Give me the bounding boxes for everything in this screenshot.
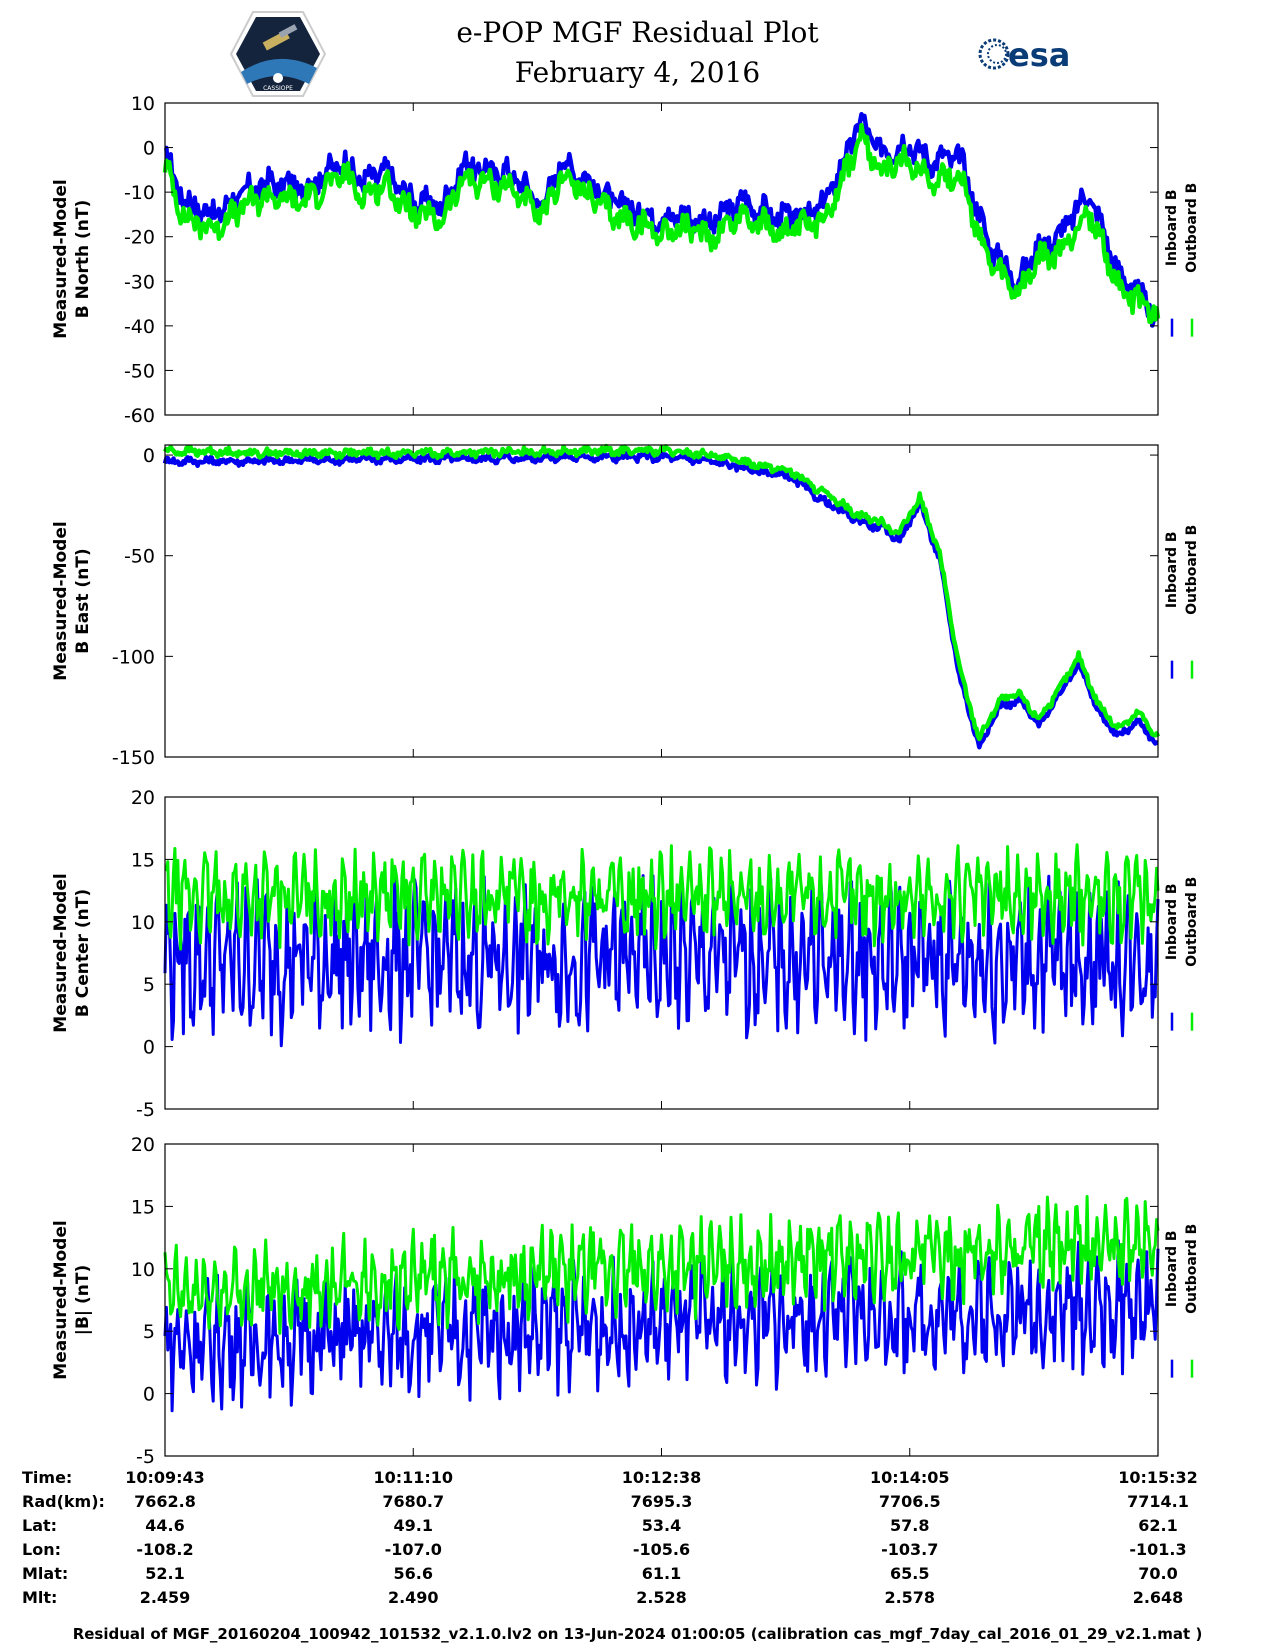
plot-title: e-POP MGF Residual Plot [456,16,819,49]
series-trace [163,1239,1160,1413]
y-tick-label: 15 [131,1196,155,1218]
plot-frame [164,444,1159,758]
series-trace [163,1195,1160,1335]
table-cell: 65.5 [890,1564,930,1583]
table-cell: 2.459 [139,1588,191,1607]
y-tick-label: -100 [112,646,155,668]
y-axis-title: Measured-Model [51,873,71,1032]
table-cell: -105.6 [632,1540,691,1559]
cassiope-mission-logo: CASSIOPE [229,11,327,97]
table-cell: 2.528 [636,1588,687,1607]
series-trace [162,450,1159,750]
y-tick-label: 20 [131,787,155,809]
y-tick-label: 20 [131,1134,155,1156]
table-cell: -103.7 [881,1540,939,1559]
footer-caption: Residual of MGF_20160204_100942_101532_v… [72,1625,1203,1643]
table-row-label: Lon: [22,1540,61,1559]
series-trace [162,123,1161,325]
y-tick-label: -5 [136,1446,155,1468]
table-cell: -108.2 [136,1540,194,1559]
y-tick-label: 15 [131,849,155,871]
y-tick-label: -50 [124,360,155,382]
table-cell: 7695.3 [630,1492,693,1511]
legend-inboard-label: Inboard B [1164,531,1180,608]
table-cell: 7706.5 [878,1492,941,1511]
esa-logo: esa [978,36,1070,72]
table-cell: -101.3 [1129,1540,1187,1559]
y-tick-label: -5 [136,1099,155,1121]
y-tick-label: -150 [112,747,155,769]
table-cell: 7680.7 [382,1492,445,1511]
y-axis-title: Measured-Model [51,521,71,680]
y-tick-label: 5 [143,974,155,996]
legend-outboard-label: Outboard B [1184,525,1200,615]
y-tick-label: 0 [143,445,155,467]
y-axis-title: B East (nT) [73,548,93,653]
table-cell: 2.578 [884,1588,936,1607]
table-cell: 7662.8 [134,1492,196,1511]
table-row-label: Lat: [22,1516,58,1535]
table-cell: 10:14:05 [869,1468,950,1487]
table-cell: 70.0 [1138,1564,1178,1583]
table-cell: 52.1 [145,1564,185,1583]
table-cell: 2.648 [1132,1588,1184,1607]
table-cell: 44.6 [145,1516,185,1535]
table-row-label: Rad(km): [22,1492,105,1511]
series-trace [163,443,1161,742]
y-tick-label: -10 [124,182,155,204]
cassiope-logo-text: CASSIOPE [263,85,293,92]
y-axis-title: Measured-Model [51,1220,71,1379]
legend-outboard-label: Outboard B [1184,183,1200,273]
y-tick-label: -30 [124,271,155,293]
table-cell: 56.6 [393,1564,433,1583]
table-row-label: Time: [22,1468,73,1487]
table-cell: 62.1 [1138,1516,1178,1535]
legend-inboard-label: Inboard B [1164,189,1180,266]
y-tick-label: 5 [143,1321,155,1343]
table-row-label: Mlat: [22,1564,69,1583]
y-tick-label: 10 [131,912,155,934]
legend-outboard-label: Outboard B [1184,1224,1200,1314]
y-axis-title: |B| (nT) [73,1265,93,1336]
table-cell: 7714.1 [1127,1492,1189,1511]
table-cell: 57.8 [890,1516,930,1535]
table-row-label: Mlt: [22,1588,58,1607]
y-axis-title: B Center (nT) [73,889,93,1017]
table-cell: 49.1 [393,1516,433,1535]
legend-inboard-label: Inboard B [1164,883,1180,960]
plot-date: February 4, 2016 [514,56,761,89]
y-axis-title: Measured-Model [51,179,71,338]
y-tick-label: -60 [124,405,155,427]
legend-outboard-label: Outboard B [1184,877,1200,967]
y-tick-label: 0 [143,1384,155,1406]
table-cell: 61.1 [641,1564,682,1583]
table-cell: 2.490 [387,1588,439,1607]
series-trace [164,843,1160,951]
table-cell: 53.4 [641,1516,682,1535]
y-tick-label: 10 [131,1259,155,1281]
table-cell: 10:09:43 [125,1468,205,1487]
y-tick-label: 0 [143,1037,155,1059]
y-tick-label: 0 [143,138,155,160]
plot-frame [164,102,1159,416]
y-tick-label: 10 [131,93,155,115]
table-cell: 10:12:38 [621,1468,702,1487]
y-tick-label: -40 [124,316,155,338]
y-axis-title: B North (nT) [73,200,93,319]
legend-inboard-label: Inboard B [1164,1230,1180,1307]
table-cell: -107.0 [384,1540,442,1559]
series-trace [163,872,1160,1048]
y-tick-label: -50 [124,546,155,568]
table-cell: 10:15:32 [1118,1468,1198,1487]
table-cell: 10:11:10 [373,1468,454,1487]
y-tick-label: -20 [124,227,155,249]
esa-logo-text: esa [1008,36,1070,72]
